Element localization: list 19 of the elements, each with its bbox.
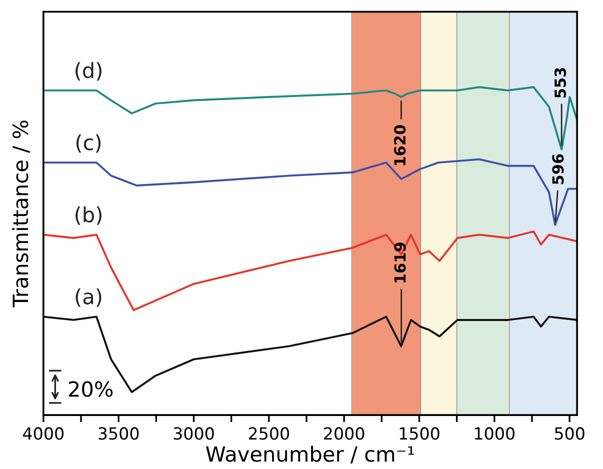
y-axis-title: Transmittance / %	[12, 120, 30, 308]
series-label: (c)	[76, 134, 101, 153]
x-tick-label: 3000	[174, 427, 214, 440]
annotation: 1620	[394, 125, 406, 166]
series-label: (b)	[76, 206, 102, 225]
x-tick-label: 4000	[23, 427, 64, 440]
x-axis-title: Wavenumber / cm⁻¹	[206, 446, 414, 464]
x-tick-label: 1500	[400, 427, 440, 440]
annotation: 596	[552, 154, 564, 184]
series-label: (d)	[76, 62, 102, 81]
x-tick-label: 3500	[98, 427, 139, 440]
x-tick-label: 2500	[248, 427, 290, 440]
x-tick-label: 1000	[475, 427, 514, 440]
x-tick-label: 2000	[324, 427, 364, 440]
series-label: (a)	[76, 288, 102, 307]
annotation: 20%	[68, 381, 113, 397]
annotation: 553	[554, 68, 566, 98]
annotation: 1619	[394, 242, 406, 282]
x-tick-label: 500	[554, 427, 584, 440]
